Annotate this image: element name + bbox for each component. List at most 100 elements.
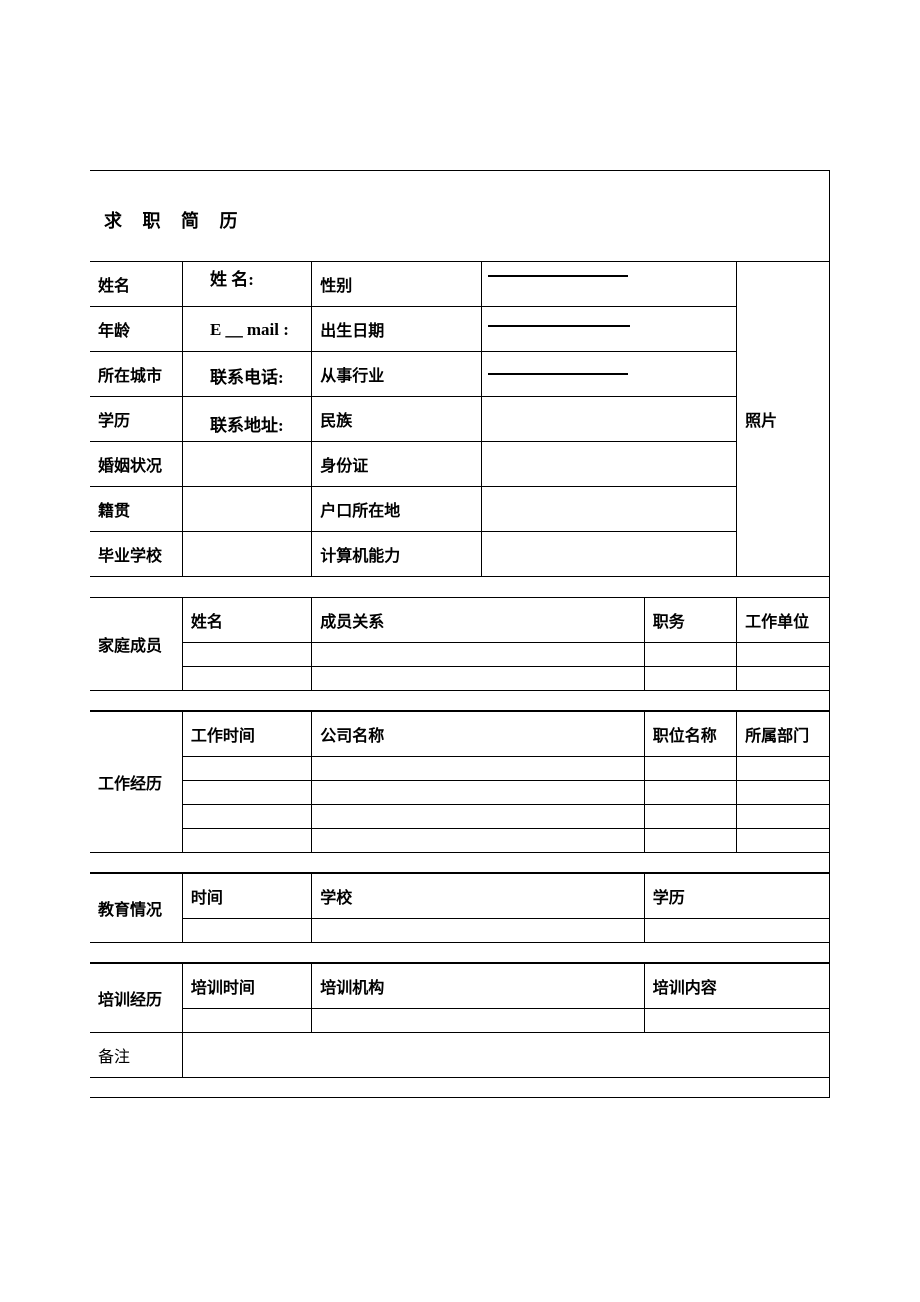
table-row [90,828,829,852]
edu-school-header: 学校 [312,873,645,918]
edu-cell [182,918,311,942]
work-cell [312,804,645,828]
marital-label: 婚姻状况 [90,442,182,487]
overlay-email-label: E ＿ mail : [210,315,289,340]
overlay-address-label: 联系地址: [210,411,284,436]
computer-label: 计算机能力 [312,532,482,577]
work-cell [182,828,311,852]
training-content-header: 培训内容 [644,963,829,1008]
table-row: 学历 民族 [90,397,829,442]
remark-value [182,1032,829,1077]
birth-label: 出生日期 [312,307,482,352]
family-table: 家庭成员 姓名 成员关系 职务 工作单位 [90,577,829,711]
table-row: 培训经历 培训时间 培训机构 培训内容 [90,963,829,1008]
work-cell [644,828,736,852]
family-position-header: 职务 [644,597,736,642]
training-section-label: 培训经历 [90,963,182,1032]
family-relation-header: 成员关系 [312,597,645,642]
origin-value [182,487,311,532]
table-row: 教育情况 时间 学校 学历 [90,873,829,918]
table-row [90,642,829,666]
work-cell [737,780,829,804]
computer-value [482,532,737,577]
industry-label: 从事行业 [312,352,482,397]
family-name-header: 姓名 [182,597,311,642]
family-cell [644,642,736,666]
overlay-name-label: 姓 名: [210,265,254,290]
training-cell [182,1008,311,1032]
work-cell [737,828,829,852]
origin-label: 籍贯 [90,487,182,532]
basic-info-section: 姓 名: E ＿ mail : 联系电话: 联系地址: 姓名 性别 照片 [90,261,829,577]
edu-time-header: 时间 [182,873,311,918]
family-cell [182,666,311,690]
training-time-header: 培训时间 [182,963,311,1008]
family-section-label: 家庭成员 [90,597,182,690]
education-label: 学历 [90,397,182,442]
gap-row [90,690,829,710]
gap-row [90,577,829,597]
family-cell [312,642,645,666]
table-row [90,666,829,690]
family-cell [737,642,829,666]
table-row [90,756,829,780]
table-row: 婚姻状况 身份证 [90,442,829,487]
birth-value [482,307,737,352]
table-row: 工作经历 工作时间 公司名称 职位名称 所属部门 [90,711,829,756]
remark-label: 备注 [90,1032,182,1077]
school-value [182,532,311,577]
work-cell [737,804,829,828]
table-row [90,780,829,804]
overlay-line-3 [488,373,628,375]
training-cell [644,1008,829,1032]
overlay-phone-label: 联系电话: [210,363,284,388]
work-cell [737,756,829,780]
family-cell [312,666,645,690]
family-workplace-header: 工作单位 [737,597,829,642]
basic-info-table: 姓名 性别 照片 年龄 出生日期 所在城市 从事行业 学历 民 [90,261,829,577]
work-cell [644,804,736,828]
resume-container: 求 职 简 历 姓 名: E ＿ mail : 联系电话: 联系地址: 姓名 性… [90,170,830,1098]
id-value [482,442,737,487]
work-cell [644,780,736,804]
overlay-line-1 [488,275,628,277]
hukou-value [482,487,737,532]
table-row [90,918,829,942]
work-cell [182,780,311,804]
work-dept-header: 所属部门 [737,711,829,756]
work-table: 工作经历 工作时间 公司名称 职位名称 所属部门 [90,711,829,873]
training-org-header: 培训机构 [312,963,645,1008]
name-label: 姓名 [90,262,182,307]
photo-cell: 照片 [737,262,829,577]
ethnicity-value [482,397,737,442]
family-cell [182,642,311,666]
table-row: 毕业学校 计算机能力 [90,532,829,577]
table-row: 家庭成员 姓名 成员关系 职务 工作单位 [90,597,829,642]
education-table: 教育情况 时间 学校 学历 [90,873,829,963]
ethnicity-label: 民族 [312,397,482,442]
work-time-header: 工作时间 [182,711,311,756]
overlay-line-2 [488,325,630,327]
edu-cell [644,918,829,942]
edu-section-label: 教育情况 [90,873,182,942]
gap-row [90,1077,829,1097]
family-cell [644,666,736,690]
school-label: 毕业学校 [90,532,182,577]
table-row: 籍贯 户口所在地 [90,487,829,532]
work-cell [182,804,311,828]
table-row [90,1008,829,1032]
work-section-label: 工作经历 [90,711,182,852]
marital-value [182,442,311,487]
table-row: 年龄 出生日期 [90,307,829,352]
page-title: 求 职 简 历 [90,171,829,261]
gender-value [482,262,737,307]
work-cell [644,756,736,780]
edu-degree-header: 学历 [644,873,829,918]
training-table: 培训经历 培训时间 培训机构 培训内容 备注 [90,963,829,1098]
gap-row [90,942,829,962]
city-label: 所在城市 [90,352,182,397]
work-cell [312,780,645,804]
gender-label: 性别 [312,262,482,307]
table-row: 所在城市 从事行业 [90,352,829,397]
work-cell [312,756,645,780]
